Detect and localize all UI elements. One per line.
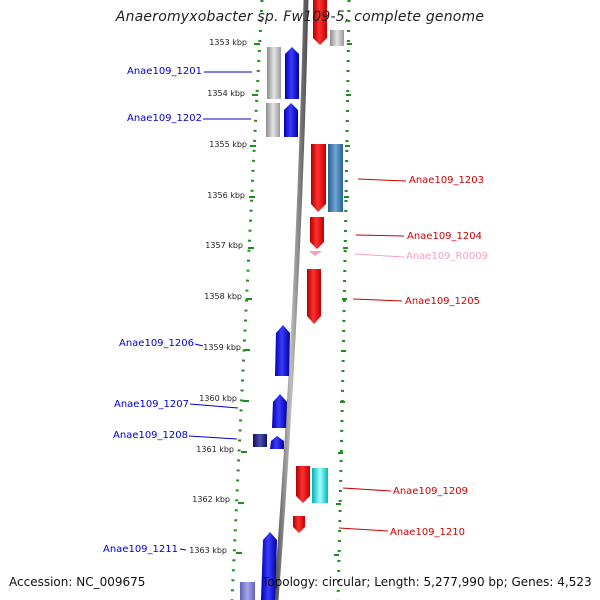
gene-label-1211[interactable]: Anae109_1211	[103, 544, 178, 555]
gene-1200-arrow	[313, 0, 327, 45]
tick-label: 1362 kbp	[192, 495, 230, 504]
tick-label: 1353 kbp	[209, 38, 247, 47]
accession-text: Accession: NC_009675	[9, 575, 146, 589]
gene-1206-arrow	[275, 325, 290, 376]
lilac-feature-bottom	[240, 582, 255, 600]
gene-label-1203[interactable]: Anae109_1203	[409, 175, 484, 186]
gene-label-1202[interactable]: Anae109_1202	[127, 113, 202, 124]
ruler-ticks	[236, 43, 260, 554]
tick-label: 1358 kbp	[204, 292, 242, 301]
gene-label-1205[interactable]: Anae109_1205	[405, 296, 480, 307]
gene-1201-arrow	[285, 47, 299, 99]
gene-1203-arrow	[311, 144, 326, 212]
gene-label-1209[interactable]: Anae109_1209	[393, 486, 468, 497]
forward-genes	[240, 47, 299, 600]
gene-1207-arrow	[272, 394, 287, 428]
gene-label-1208[interactable]: Anae109_1208	[113, 430, 188, 441]
gene-1208-navy	[253, 434, 267, 447]
gene-label-1210[interactable]: Anae109_1210	[390, 527, 465, 538]
gene-1202-arrow	[284, 103, 298, 137]
cyan-feature	[312, 468, 328, 503]
tick-label: 1359 kbp	[203, 343, 241, 352]
reverse-genes	[293, 0, 327, 533]
right-gene-labels: Anae109_1203 Anae109_1204 Anae109_R0009 …	[390, 175, 488, 538]
right-leader-lines	[338, 178, 407, 532]
tick-label: 1355 kbp	[209, 140, 247, 149]
tick-label: 1354 kbp	[207, 89, 245, 98]
ruler-labels: 1353 kbp 1354 kbp 1355 kbp 1356 kbp 1357…	[189, 38, 247, 555]
gene-label-1201[interactable]: Anae109_1201	[127, 66, 202, 77]
tick-label: 1357 kbp	[205, 241, 243, 250]
gene-1211-arrow	[261, 532, 277, 600]
gene-1208-arrow	[270, 436, 284, 449]
gene-label-1206[interactable]: Anae109_1206	[119, 338, 194, 349]
gene-1205-arrow	[307, 269, 321, 324]
genome-summary-text: Topology: circular; Length: 5,277,990 bp…	[262, 575, 592, 589]
tick-label: 1356 kbp	[207, 191, 245, 200]
left-leader-lines	[179, 71, 252, 551]
right-tick-dashes	[334, 43, 352, 556]
steelblue-feature	[328, 144, 343, 212]
gene-1210-arrow	[293, 516, 305, 533]
rna-R0009-arrow	[309, 251, 322, 256]
left-gene-labels: Anae109_1201 Anae109_1202 Anae109_1206 A…	[103, 66, 202, 555]
gray-feature-top-right	[330, 30, 344, 46]
right-outer-features	[312, 30, 344, 503]
tick-label: 1361 kbp	[196, 445, 234, 454]
genome-title: Anaeromyxobacter sp. Fw109-5, complete g…	[115, 9, 485, 25]
genome-backbone	[273, 0, 309, 600]
gene-label-1207[interactable]: Anae109_1207	[114, 399, 189, 410]
gray-feature-1202	[266, 103, 280, 137]
gene-label-R0009[interactable]: Anae109_R0009	[406, 251, 488, 262]
gene-1204-arrow	[310, 217, 324, 249]
tick-label: 1363 kbp	[189, 546, 227, 555]
gray-feature-1201	[267, 47, 281, 99]
tick-label: 1360 kbp	[199, 394, 237, 403]
gene-1209-arrow	[296, 466, 310, 503]
gene-label-1204[interactable]: Anae109_1204	[407, 231, 482, 242]
